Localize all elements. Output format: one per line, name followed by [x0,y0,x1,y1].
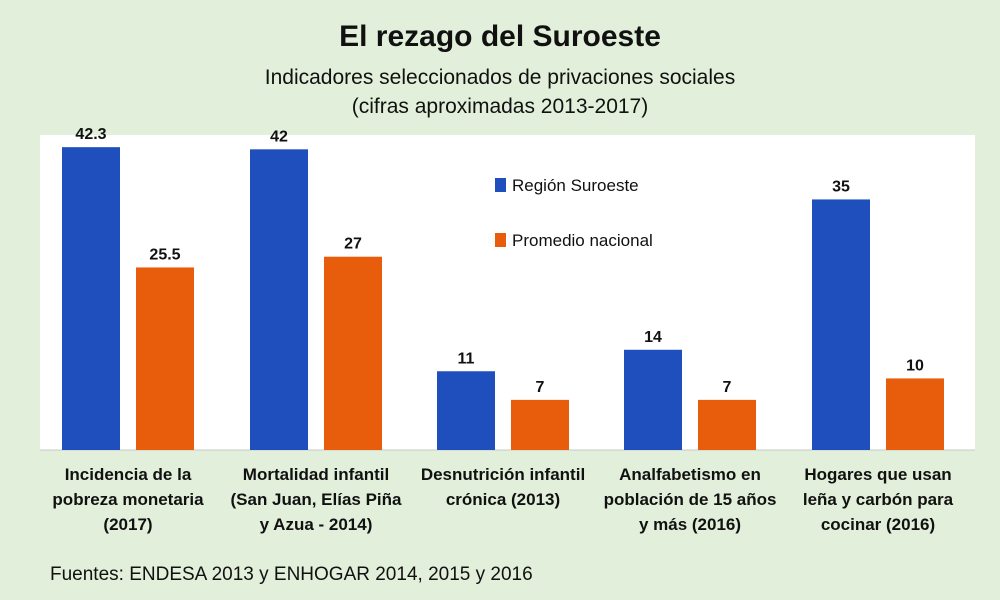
x-tick-label: Hogares que usan [804,465,951,484]
source-note: Fuentes: ENDESA 2013 y ENHOGAR 2014, 201… [50,564,533,585]
x-tick-label: cocinar (2016) [821,515,935,534]
chart-subtitle: Indicadores seleccionados de privaciones… [264,66,736,89]
data-label: 25.5 [149,246,180,263]
legend-label: Promedio nacional [512,231,653,250]
x-tick-label: población de 15 años [604,490,777,509]
data-label: 10 [906,357,924,374]
chart-title: El rezago del Suroeste [339,20,661,53]
x-tick-label: Desnutrición infantil [421,465,585,484]
x-tick-label: y Azua - 2014) [260,515,373,534]
bar-nacional [136,267,194,450]
x-tick-label: Analfabetismo en [619,465,761,484]
x-tick-label: crónica (2013) [446,490,560,509]
data-label: 7 [536,379,545,396]
data-label: 35 [832,178,850,195]
bar-suroeste [624,349,682,450]
data-label: 7 [723,379,732,396]
bar-suroeste [437,371,495,450]
x-tick-label: (2017) [103,515,152,534]
x-tick-label: Incidencia de la [65,465,192,484]
bar-nacional [698,399,756,450]
bar-nacional [511,399,569,450]
bar-suroeste [812,199,870,450]
bar-nacional [886,378,944,450]
data-label: 27 [344,236,362,253]
x-tick-label: y más (2016) [639,515,741,534]
data-label: 11 [458,350,475,367]
data-label: 14 [644,329,662,346]
x-tick-label: Mortalidad infantil [243,465,389,484]
data-label: 42.3 [75,126,106,143]
legend-label: Región Suroeste [512,176,639,195]
bar-nacional [324,256,382,450]
x-tick-label: pobreza monetaria [52,490,204,509]
legend-swatch [495,178,506,192]
x-tick-label: leña y carbón para [803,490,954,509]
chart-subtitle-period: (cifras aproximadas 2013-2017) [351,95,649,118]
x-tick-label: (San Juan, Elías Piña [230,490,402,509]
bar-suroeste [250,149,308,450]
bar-suroeste [62,147,120,450]
legend-swatch [495,233,506,247]
data-label: 42 [270,128,288,145]
